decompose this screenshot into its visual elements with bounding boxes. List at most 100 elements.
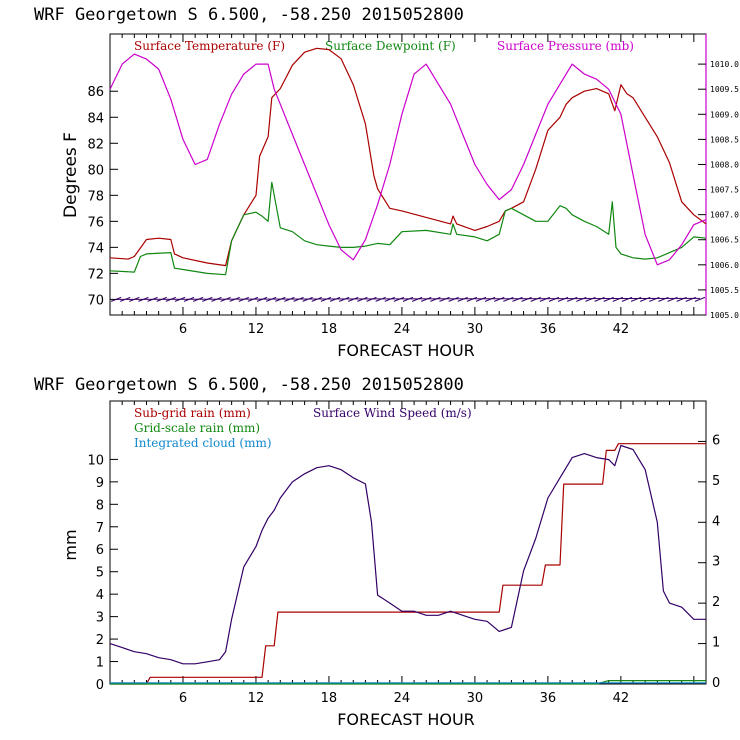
right-y-tick-label: 1008.0	[710, 160, 739, 169]
right-y-tick-label: 1009.0	[710, 110, 739, 119]
x-tick-label: 24	[394, 691, 411, 706]
wind-barb	[576, 296, 587, 302]
right-y-tick-label: 1006.0	[710, 261, 739, 270]
legend-grid-scale-rain: Grid-scale rain (mm)	[134, 421, 260, 435]
y-tick-label: 6	[96, 543, 104, 558]
wind-barb	[494, 296, 505, 302]
right-y-tick-label: 1008.5	[710, 135, 739, 144]
wind-barb	[585, 296, 596, 302]
legend-surface-pressure: Surface Pressure (mb)	[497, 39, 634, 53]
right-y-tick-label: 1005.5	[710, 286, 739, 295]
series-surface-dewpoint-f	[109, 181, 707, 276]
wind-barb	[411, 296, 423, 302]
wind-barb	[548, 296, 560, 302]
wind-barb	[521, 296, 532, 302]
wind-barb	[457, 296, 468, 302]
y-tick-label: 9	[96, 476, 104, 491]
wind-barb	[439, 296, 450, 302]
wind-barb	[475, 296, 487, 302]
y-tick-label: 2	[96, 633, 104, 648]
x-tick-label: 24	[394, 322, 411, 337]
wind-barb	[603, 296, 614, 302]
wind-barb	[466, 296, 478, 302]
legend-subgrid-rain: Sub-grid rain (mm)	[134, 406, 251, 420]
y-tick-label: 1	[96, 656, 104, 671]
wind-barb	[512, 296, 523, 302]
right-y-tick-label: 4	[712, 514, 720, 529]
x-tick-label: 42	[613, 322, 630, 337]
x-tick-label: 42	[613, 691, 630, 706]
wind-barb	[530, 296, 541, 302]
x-tick-label: 6	[179, 691, 187, 706]
x-tick-label: 18	[321, 691, 338, 706]
wind-barb	[594, 296, 605, 302]
legend-surface-dewpoint: Surface Dewpoint (F)	[325, 39, 456, 53]
right-y-tick-label: 1007.0	[710, 211, 739, 220]
wind-barb	[694, 296, 706, 302]
y-tick-label: 8	[96, 498, 104, 513]
right-y-tick-label: 1010.0	[710, 60, 739, 69]
y-tick-label: 70	[87, 293, 104, 308]
x-tick-label: 6	[179, 322, 187, 337]
y-tick-label: 80	[87, 163, 104, 178]
legend-surface-wind-speed: Surface Wind Speed (m/s)	[313, 406, 472, 420]
x-tick-label: 30	[467, 691, 484, 706]
y-tick-label: 3	[96, 611, 104, 626]
wind-barb	[557, 296, 569, 302]
wind-barb	[539, 296, 551, 302]
x-tick-label: 12	[248, 691, 265, 706]
y-tick-label: 10	[87, 453, 104, 468]
series-sub-grid-rain-mm	[110, 443, 706, 685]
right-y-tick-label: 1007.5	[710, 186, 739, 195]
top-plot-frame	[109, 33, 707, 316]
right-y-tick-label: 1005.0	[710, 311, 739, 320]
bottom-legend: Sub-grid rain (mm) Surface Wind Speed (m…	[134, 406, 472, 450]
wind-barb	[448, 296, 459, 302]
series-surface-wind-speed-m-s	[109, 444, 706, 665]
legend-surface-temperature: Surface Temperature (F)	[134, 39, 285, 53]
bottom-x-axis-label: FORECAST HOUR	[337, 710, 475, 729]
series-surface-pressure-mb	[109, 53, 707, 266]
series-grid-scale-rain-mm	[110, 679, 706, 685]
right-y-tick-label: 1006.5	[710, 236, 739, 245]
bottom-y-axis-label: mm	[61, 529, 80, 560]
y-tick-label: 7	[96, 521, 104, 536]
wind-barb	[612, 296, 624, 302]
top-legend: Surface Temperature (F) Surface Dewpoint…	[134, 39, 634, 53]
series-surface-temperature-f	[109, 47, 707, 267]
x-tick-label: 18	[321, 322, 338, 337]
wind-barb	[430, 296, 441, 302]
top-panel-title: WRF Georgetown S 6.500, -58.250 20150528…	[34, 5, 464, 25]
legend-integrated-cloud: Integrated cloud (mm)	[134, 436, 272, 450]
wind-barb	[567, 296, 578, 302]
y-tick-label: 72	[87, 267, 104, 282]
y-tick-label: 5	[96, 566, 104, 581]
right-y-tick-label: 3	[712, 555, 720, 570]
right-y-tick-label: 1009.5	[710, 85, 739, 94]
wind-barb	[484, 296, 496, 302]
wind-barb	[621, 296, 633, 302]
bottom-panel-title: WRF Georgetown S 6.500, -58.250 20150528…	[34, 375, 464, 395]
wind-barb-baseline	[116, 297, 700, 300]
y-tick-label: 82	[87, 137, 104, 152]
y-tick-label: 78	[87, 189, 104, 204]
wind-barbs	[110, 296, 706, 302]
y-tick-label: 4	[96, 588, 104, 603]
x-tick-label: 36	[540, 322, 557, 337]
y-tick-label: 0	[96, 678, 104, 693]
x-tick-label: 36	[540, 691, 557, 706]
top-y-axis-label: Degrees F	[61, 132, 81, 218]
right-y-tick-label: 0	[712, 676, 720, 691]
wind-barb	[503, 296, 514, 302]
x-tick-label: 30	[467, 322, 484, 337]
right-y-tick-label: 5	[712, 474, 720, 489]
right-y-tick-label: 1	[712, 636, 720, 651]
x-tick-label: 12	[248, 322, 265, 337]
y-tick-label: 84	[87, 111, 104, 126]
wind-barb	[421, 296, 432, 302]
right-y-tick-label: 6	[712, 433, 720, 448]
y-tick-label: 76	[87, 215, 104, 230]
right-y-tick-label: 2	[712, 595, 720, 610]
top-x-axis-label: FORECAST HOUR	[337, 341, 475, 360]
